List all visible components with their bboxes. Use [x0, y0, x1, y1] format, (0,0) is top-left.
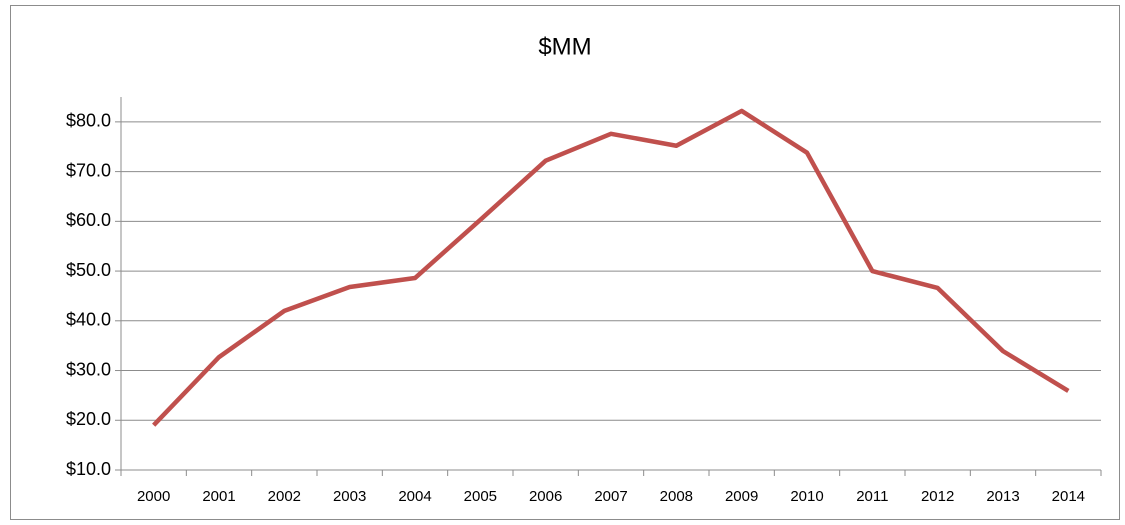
x-tick-label: 2002	[268, 488, 301, 505]
line-series	[152, 108, 1070, 427]
x-tick-label: 2000	[137, 488, 170, 505]
y-tick-label: $70.0	[66, 160, 111, 180]
x-tick-label: 2004	[398, 488, 431, 505]
x-tick-label: 2012	[921, 488, 954, 505]
y-tick-label: $20.0	[66, 409, 111, 429]
x-tick-label: 2008	[660, 488, 693, 505]
x-tick-label: 2005	[464, 488, 497, 505]
chart-border	[10, 5, 1120, 520]
y-tick-label: $60.0	[66, 210, 111, 230]
chart-title: $MM	[538, 33, 591, 60]
y-tick-label: $50.0	[66, 260, 111, 280]
y-tick-label: $30.0	[66, 359, 111, 379]
x-tick-label: 2010	[790, 488, 823, 505]
x-tick-label: 2009	[725, 488, 758, 505]
x-tick-label: 2014	[1052, 488, 1085, 505]
x-tick-label: 2007	[594, 488, 627, 505]
y-tick-label: $80.0	[66, 111, 111, 131]
x-tick-label: 2013	[986, 488, 1019, 505]
x-tick-label: 2006	[529, 488, 562, 505]
x-tick-label: 2001	[202, 488, 235, 505]
x-tick-label: 2011	[856, 488, 888, 505]
y-tick-label: $10.0	[66, 459, 111, 479]
x-tick-label: 2003	[333, 488, 366, 505]
y-tick-label: $40.0	[66, 310, 111, 330]
